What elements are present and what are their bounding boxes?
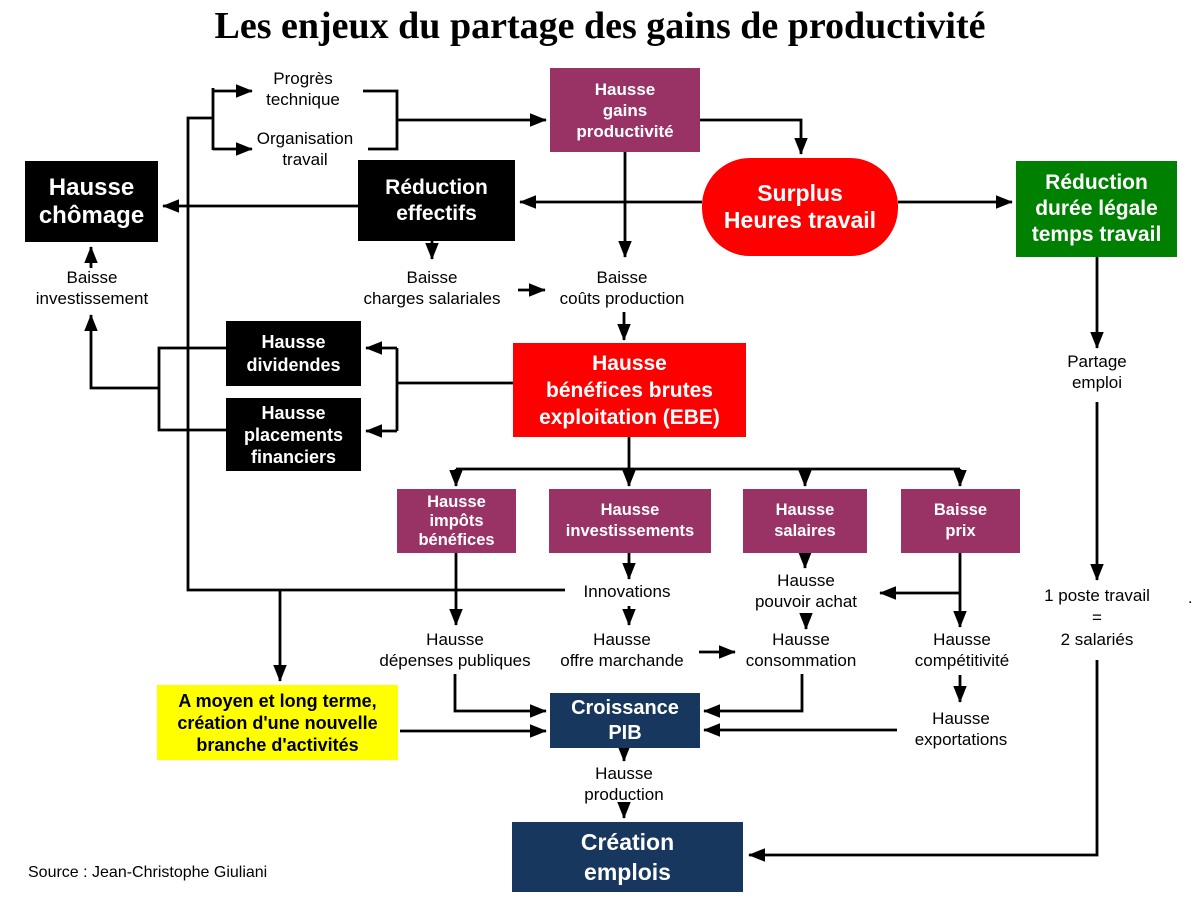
node-ebe: Hausse bénéfices brutes exploitation (EB… [513, 343, 746, 437]
arrow-gains-to-surplus [700, 118, 808, 155]
node-baisse-prix: Baisse prix [901, 489, 1020, 553]
node-surplus-heures-travail: Surplus Heures travail [702, 158, 898, 256]
line-ebe-distributor [456, 437, 960, 471]
node-reduction-effectifs: Réduction effectifs [358, 160, 515, 241]
node-hausse-impots: Hausse impôts bénéfices [397, 489, 516, 553]
label-baisse-investissement: Baisse investissement [35, 268, 149, 308]
label-organisation-travail: Organisation travail [256, 129, 354, 169]
source-credit: Source : Jean-Christophe Giuliani [28, 864, 268, 881]
node-croissance-pib: Croissance PIB [550, 693, 700, 748]
node-hausse-dividendes: Hausse dividendes [226, 321, 361, 386]
node-hausse-placements: Hausse placements financiers [226, 398, 361, 471]
label-poste-travail: 1 poste travail = 2 salariés [1044, 586, 1150, 649]
arrow-bracket-to-investissement [84, 314, 159, 390]
label-baisse-couts: Baisse coûts production [559, 268, 685, 308]
node-hausse-investissements: Hausse investissements [549, 489, 711, 553]
label-offre-marchande: Hausse offre marchande [560, 630, 684, 670]
node-creation-emplois: Création emplois [512, 822, 743, 892]
line-ebe-left-branch [395, 348, 513, 431]
node-hausse-chomage: Hausse chômage [25, 161, 158, 242]
arrow-consommation-to-pib [703, 674, 804, 718]
arrow-depenses-to-pib [453, 674, 547, 718]
node-hausse-gains-productivite: Hausse gains productivité [550, 68, 700, 152]
label-baisse-charges: Baisse charges salariales [363, 268, 501, 308]
label-depenses-publiques: Hausse dépenses publiques [379, 630, 531, 670]
label-production: Hausse production [584, 764, 664, 804]
label-consommation: Hausse consommation [745, 630, 857, 670]
label-progres-technique: Progrès technique [266, 69, 340, 109]
node-reduction-duree-legale: Réduction durée légale temps travail [1016, 161, 1177, 257]
label-exportations: Hausse exportations [914, 709, 1008, 749]
label-partage-emploi: Partage emploi [1067, 352, 1127, 392]
label-competitivite: Hausse compétitivité [914, 630, 1010, 670]
line-innovations-feedback [186, 88, 565, 592]
line-dividendes-left-bracket [157, 346, 226, 432]
page-title: Les enjeux du partage des gains de produ… [214, 5, 986, 47]
node-moyen-long-terme: A moyen et long terme, création d'une no… [157, 685, 398, 760]
label-innovations: Innovations [583, 582, 671, 601]
node-hausse-salaires: Hausse salaires [743, 489, 867, 553]
arrow-poste-to-creation [748, 660, 1099, 862]
stray-dot-artifact: . [1188, 590, 1193, 607]
label-pouvoir-achat: Hausse pouvoir achat [754, 571, 858, 611]
